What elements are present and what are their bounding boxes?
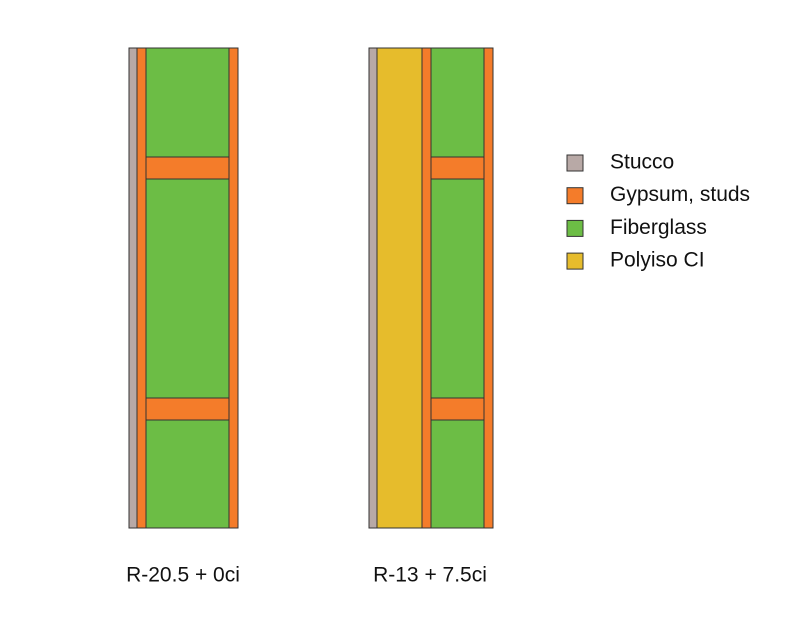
legend-swatch — [566, 219, 584, 237]
wall-layer — [421, 47, 432, 529]
wall-layer — [145, 47, 230, 529]
wall-label: R-20.5 + 0ci — [126, 564, 240, 587]
stud — [430, 397, 485, 421]
legend-label: Fiberglass — [610, 216, 707, 239]
legend-label: Gypsum, studs — [610, 183, 750, 206]
wall-layer — [430, 47, 485, 529]
wall-layer — [368, 47, 378, 529]
wall-label: R-13 + 7.5ci — [373, 564, 487, 587]
wall-layer — [136, 47, 147, 529]
legend-swatch — [566, 187, 584, 205]
legend-swatch — [566, 252, 584, 270]
wall-layer — [228, 47, 239, 529]
stud — [430, 156, 485, 180]
legend-label: Stucco — [610, 151, 674, 174]
stud — [145, 156, 230, 180]
wall-layer — [128, 47, 138, 529]
legend-label: Polyiso CI — [610, 249, 705, 272]
wall-layer — [483, 47, 494, 529]
stud — [145, 397, 230, 421]
legend-swatch — [566, 154, 584, 172]
wall-layer — [376, 47, 423, 529]
